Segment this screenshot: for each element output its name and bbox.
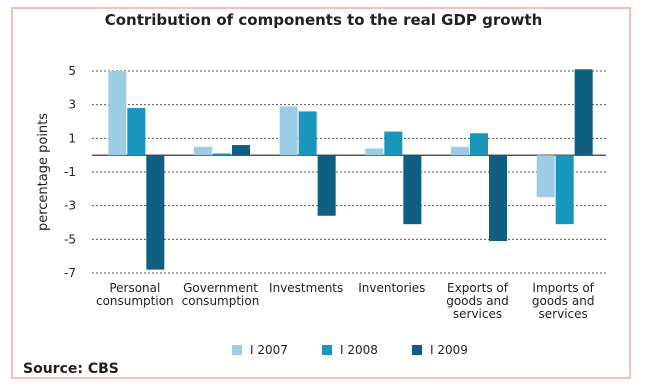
- bar: [384, 131, 403, 156]
- category-label: Imports of: [532, 281, 594, 295]
- bar: [146, 155, 165, 270]
- y-tick-label: -5: [64, 232, 76, 246]
- bar: [317, 155, 336, 216]
- legend-label: I 2008: [340, 343, 378, 357]
- legend-label: I 2007: [250, 343, 288, 357]
- bar: [232, 145, 250, 156]
- bar: [470, 133, 488, 156]
- category-label: Inventories: [358, 281, 425, 295]
- y-axis-label: percentage points: [36, 113, 51, 231]
- bar: [365, 148, 384, 156]
- legend-label: I 2009: [430, 343, 468, 357]
- bar: [108, 71, 127, 156]
- category-label: consumption: [96, 294, 174, 308]
- legend-swatch: [412, 345, 422, 355]
- bar: [298, 111, 317, 156]
- category-label: goods and: [446, 294, 509, 308]
- category-label: Personal: [109, 281, 160, 295]
- category-label: Government: [183, 281, 258, 295]
- source-note: Source: CBS: [23, 361, 119, 377]
- y-tick-label: 5: [68, 64, 76, 78]
- category-label: goods and: [532, 294, 595, 308]
- bar: [574, 69, 593, 156]
- bar: [194, 146, 212, 156]
- category-label: services: [539, 307, 588, 321]
- category-label: Exports of: [447, 281, 509, 295]
- legend-swatch: [322, 345, 332, 355]
- y-tick-label: -3: [64, 199, 76, 213]
- bar: [127, 108, 146, 156]
- bar: [279, 106, 298, 156]
- bar: [403, 155, 422, 225]
- legend-swatch: [232, 345, 242, 355]
- bar: [213, 153, 231, 156]
- bar: [489, 155, 507, 242]
- bar: [536, 155, 555, 198]
- bar: [555, 155, 574, 225]
- category-label: consumption: [182, 294, 260, 308]
- y-tick-label: 3: [68, 98, 76, 112]
- category-label: services: [453, 307, 502, 321]
- y-tick-label: 1: [68, 131, 76, 145]
- y-tick-label: -7: [64, 266, 76, 280]
- chart-title: Contribution of components to the real G…: [104, 11, 543, 29]
- y-tick-label: -1: [64, 165, 76, 179]
- bar: [451, 146, 469, 156]
- category-label: Investments: [269, 281, 343, 295]
